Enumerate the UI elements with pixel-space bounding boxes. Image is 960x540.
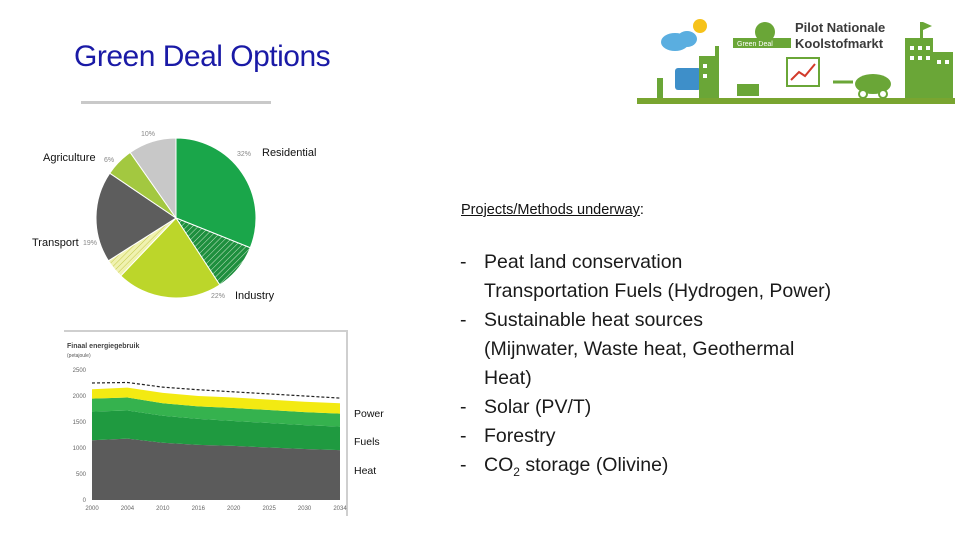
pie-label-industry: Industry: [235, 290, 275, 302]
area-chart-frame: [64, 330, 348, 516]
pie-label-agriculture: Agriculture: [43, 152, 96, 164]
x-tick-label: 2030: [298, 506, 312, 512]
area-series-power: [92, 387, 340, 414]
x-tick-label: 2020: [227, 506, 241, 512]
y-tick-label: 2500: [73, 368, 87, 374]
y-tick-label: 2000: [73, 394, 87, 400]
area-series-layer-2: [92, 397, 340, 427]
pie-value-other: 10%: [141, 131, 156, 138]
svg-text:Koolstofmarkt: Koolstofmarkt: [795, 36, 884, 51]
x-tick-label: 2000: [85, 506, 99, 512]
y-tick-label: 500: [76, 472, 87, 478]
list-item: - Solar (PV/T): [460, 396, 592, 418]
projects-heading: Projects/Methods underway:: [461, 202, 644, 218]
x-tick-label: 2004: [121, 506, 135, 512]
y-tick-label: 0: [83, 498, 87, 504]
area-chart-ylabel: (petajoule): [67, 353, 91, 359]
x-tick-label: 2025: [262, 506, 276, 512]
projects-list: - Peat land conservation Transportation …: [460, 248, 930, 487]
legend-heat: Heat: [354, 465, 377, 477]
pie-value-agriculture: 6%: [104, 157, 115, 164]
pie-slice-transport: [95, 172, 177, 262]
pie-slice-residential: [175, 137, 257, 249]
title-divider: [81, 101, 271, 104]
pie-label-transport: Transport: [32, 237, 79, 249]
pie-value-residential: 32%: [237, 151, 252, 158]
svg-text:Green Deal: Green Deal: [737, 41, 773, 48]
x-tick-label: 2016: [192, 506, 206, 512]
y-tick-label: 1000: [73, 446, 87, 452]
pilot-koolstofmarkt-logo: Green Deal Pilot Nationale Koolstofmarkt: [637, 12, 955, 104]
legend-power: Power: [354, 408, 384, 420]
y-tick-label: 1500: [73, 420, 87, 426]
svg-text:Pilot Nationale: Pilot Nationale: [795, 20, 885, 35]
slide-title: Green Deal Options: [74, 40, 331, 73]
pie-slice-industry: [120, 217, 221, 299]
sun-icon: [693, 19, 707, 33]
x-tick-label: 2010: [156, 506, 170, 512]
pie-label-residential: Residential: [262, 147, 317, 159]
pie-value-transport: 19%: [83, 240, 98, 247]
area-chart-title: Finaal energiegebruik: [67, 343, 139, 350]
list-item: - Peat land conservation Transportation …: [460, 251, 832, 302]
leaf-icon: [755, 22, 775, 42]
x-tick-label: 2034: [333, 506, 347, 512]
list-item: - Forestry: [460, 425, 556, 447]
pie-slice-segment-6: [129, 137, 177, 220]
area-series-heat: [92, 438, 340, 500]
pie-value-industry: 22%: [211, 293, 226, 300]
area-series-fuels: [92, 410, 340, 451]
list-item: - Sustainable heat sources (Mijnwater, W…: [460, 309, 795, 389]
legend-fuels: Fuels: [354, 436, 380, 448]
list-item: - CO2 storage (Olivine): [460, 454, 669, 479]
total-dashed-line: [91, 381, 341, 399]
